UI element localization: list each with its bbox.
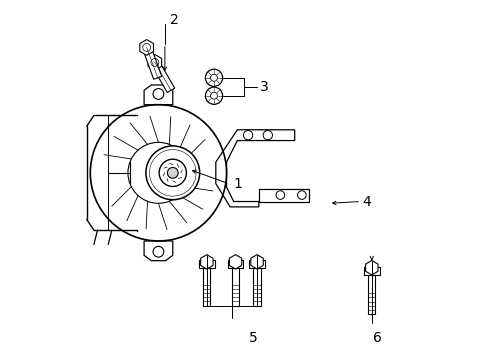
Circle shape (210, 75, 217, 81)
Polygon shape (140, 40, 153, 55)
FancyBboxPatch shape (367, 274, 375, 315)
FancyBboxPatch shape (231, 268, 239, 306)
Circle shape (210, 92, 217, 99)
Polygon shape (258, 189, 308, 202)
Text: 4: 4 (361, 194, 370, 208)
Polygon shape (142, 46, 162, 79)
Text: 2: 2 (170, 13, 179, 27)
FancyBboxPatch shape (363, 267, 379, 275)
Circle shape (145, 146, 199, 200)
Text: 5: 5 (248, 331, 257, 345)
Polygon shape (151, 60, 174, 93)
Text: 6: 6 (372, 331, 381, 345)
FancyBboxPatch shape (227, 261, 243, 268)
Circle shape (159, 159, 186, 186)
Circle shape (205, 87, 222, 104)
Polygon shape (215, 130, 294, 207)
FancyBboxPatch shape (249, 261, 264, 268)
Polygon shape (148, 54, 162, 70)
Circle shape (205, 69, 222, 86)
Polygon shape (250, 255, 263, 269)
Text: 1: 1 (233, 177, 242, 190)
Polygon shape (229, 255, 241, 269)
Circle shape (167, 167, 178, 178)
FancyBboxPatch shape (199, 261, 214, 268)
Polygon shape (365, 261, 377, 275)
Polygon shape (200, 255, 213, 269)
FancyBboxPatch shape (203, 268, 210, 306)
FancyBboxPatch shape (253, 268, 260, 306)
Text: 3: 3 (259, 80, 268, 94)
